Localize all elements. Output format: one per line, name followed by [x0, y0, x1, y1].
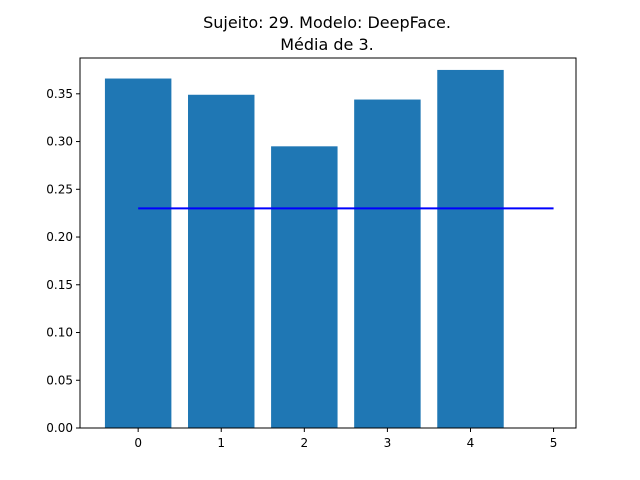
bar-4: [437, 69, 504, 428]
x-tick-label-5: 5: [550, 436, 558, 450]
y-tick-label-0: 0.00: [46, 421, 73, 435]
x-axis: 0 1 2 3 4 5: [134, 428, 557, 450]
y-tick-label-2: 0.10: [46, 326, 73, 340]
bar-2: [271, 146, 338, 429]
y-tick-label-6: 0.30: [46, 135, 73, 149]
y-tick-label-7: 0.35: [46, 87, 73, 101]
x-tick-label-4: 4: [467, 436, 475, 450]
y-tick-label-1: 0.05: [46, 373, 73, 387]
bar-1: [188, 94, 255, 428]
bars-group: [104, 69, 504, 429]
bar-0: [104, 78, 172, 429]
x-tick-label-2: 2: [301, 436, 309, 450]
bar-3: [354, 99, 421, 428]
chart-title: Sujeito: 29. Modelo: DeepFace.: [203, 13, 451, 32]
y-tick-label-5: 0.25: [46, 182, 73, 196]
x-tick-label-3: 3: [384, 436, 392, 450]
y-tick-label-4: 0.20: [46, 230, 73, 244]
plot-frame: [79, 57, 577, 429]
y-tick-label-3: 0.15: [46, 278, 73, 292]
chart-subtitle: Média de 3.: [280, 35, 374, 54]
x-tick-label-1: 1: [217, 436, 225, 450]
y-axis: 0.00 0.05 0.10 0.15 0.20 0.25 0.30 0.35: [46, 87, 80, 435]
x-tick-label-0: 0: [134, 436, 142, 450]
